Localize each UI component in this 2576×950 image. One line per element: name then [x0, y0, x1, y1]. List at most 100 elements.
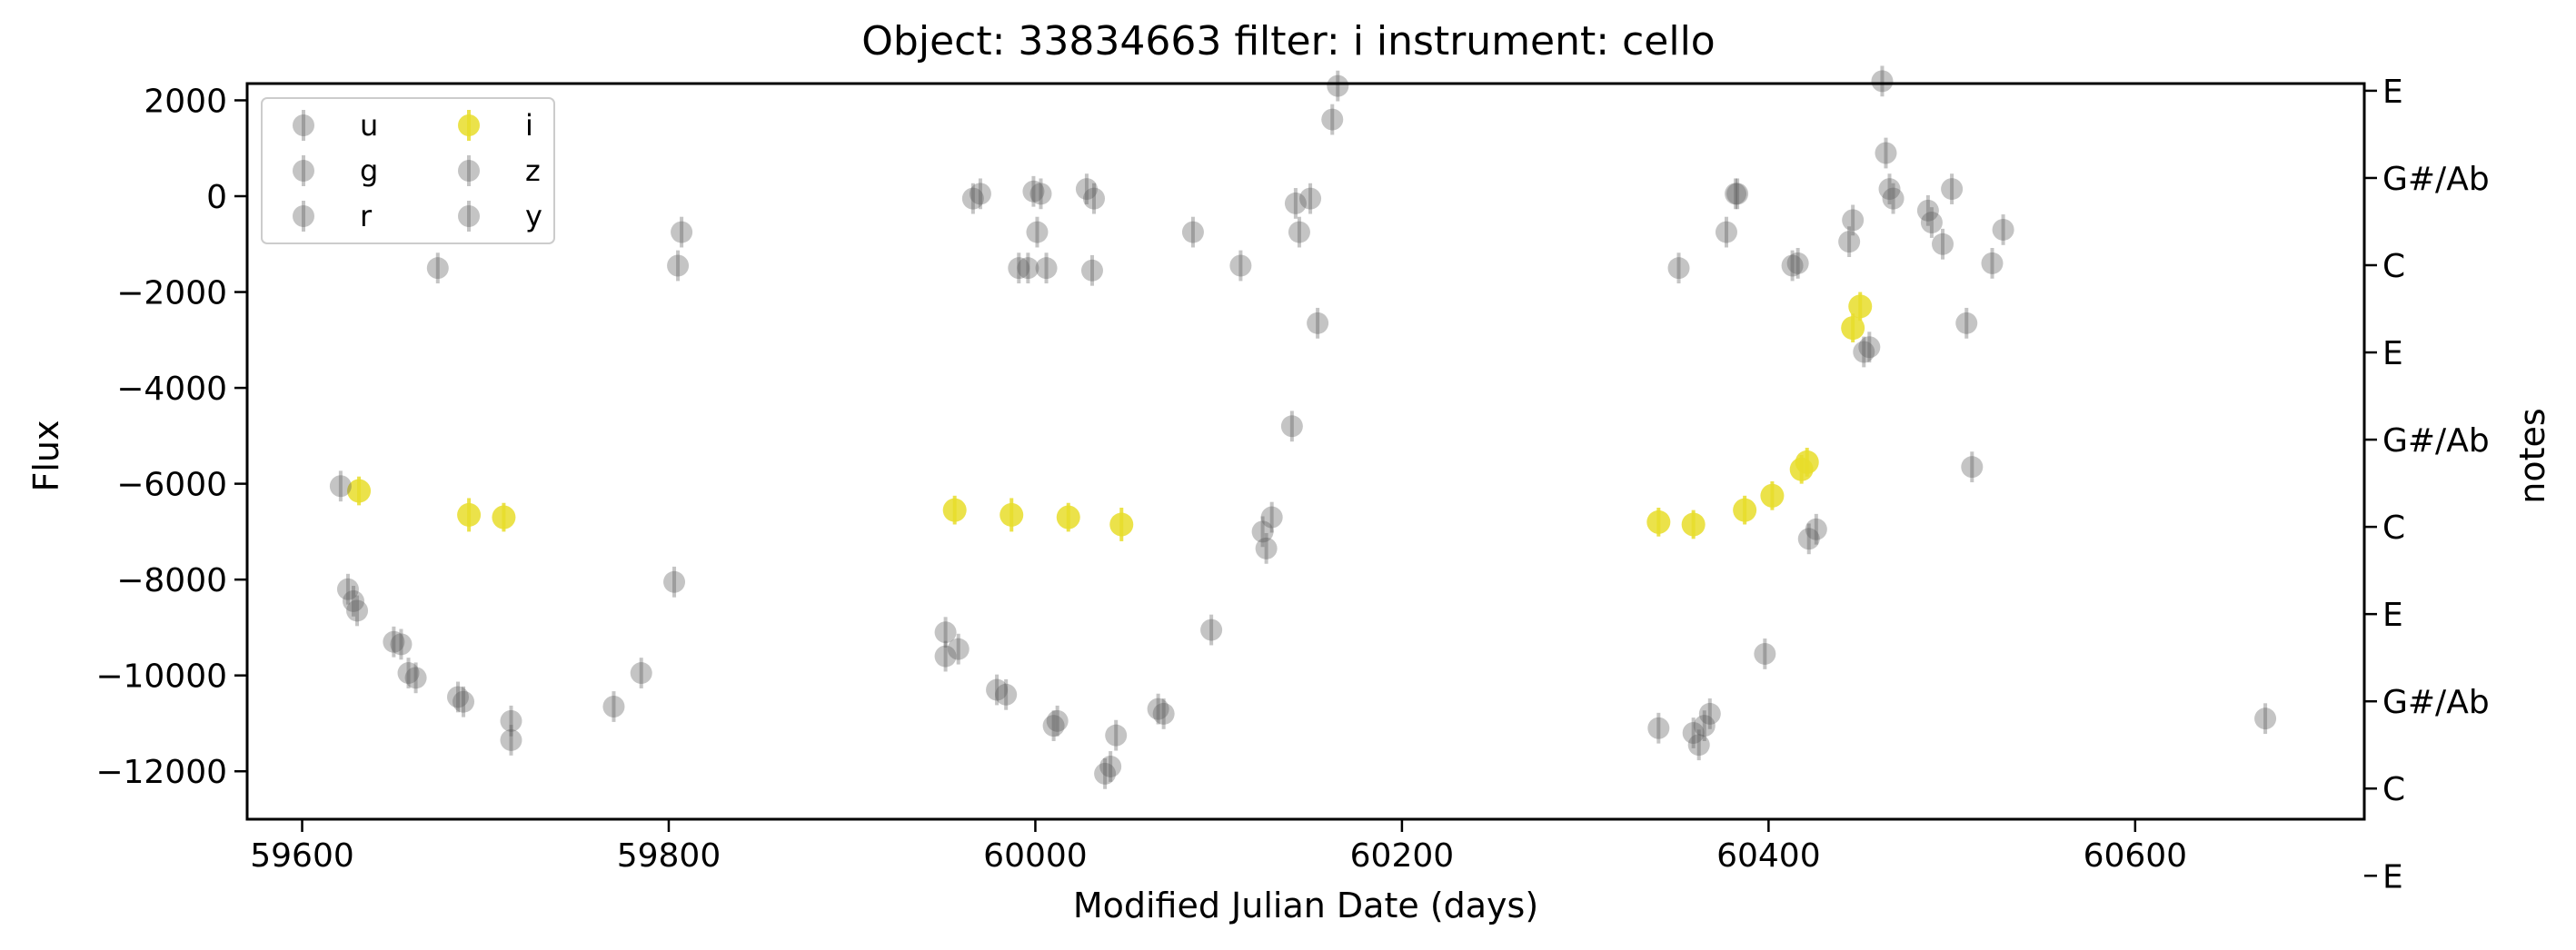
- point-marker: [1715, 221, 1737, 243]
- point-marker: [1725, 183, 1747, 205]
- y2-tick-label: C: [2382, 248, 2405, 285]
- y2-tick-label: E: [2382, 597, 2403, 634]
- point-marker: [1786, 252, 1809, 274]
- y-tick-label: 2000: [144, 83, 227, 120]
- point-y: [1797, 523, 1820, 555]
- point-y: [500, 705, 522, 737]
- point-marker: [671, 221, 693, 243]
- point-y: [1875, 137, 1897, 169]
- point-y: [500, 725, 522, 756]
- point-i: [1841, 313, 1865, 342]
- point-y: [671, 216, 693, 248]
- legend-entry-r: r: [293, 199, 373, 233]
- point-marker: [1797, 528, 1820, 550]
- point-marker: [1255, 537, 1278, 559]
- point-marker: [500, 728, 522, 751]
- point-marker: [1075, 178, 1098, 201]
- point-marker: [343, 589, 365, 612]
- point-y: [663, 566, 686, 598]
- point-i: [1109, 508, 1134, 541]
- point-i: [1760, 480, 1785, 510]
- point-marker: [1035, 257, 1058, 280]
- point-y: [1853, 336, 1875, 368]
- x-tick-label: 60400: [1716, 837, 1821, 875]
- point-y: [1992, 214, 2014, 245]
- point-y: [667, 250, 690, 282]
- point-marker: [630, 662, 652, 685]
- point-marker: [1878, 178, 1901, 201]
- point-marker: [453, 690, 475, 713]
- point-y: [1255, 532, 1278, 564]
- x-tick-label: 59600: [250, 837, 354, 875]
- point-marker: [1152, 702, 1175, 725]
- point-marker: [1875, 142, 1897, 164]
- point-marker: [1042, 715, 1065, 737]
- point-marker: [1682, 722, 1705, 745]
- point-y: [1181, 216, 1204, 248]
- y-axis-ticks: 2000 0 −2000 −4000 −6000 −8000 −10000 −12000: [95, 83, 247, 791]
- point-i: [457, 498, 482, 532]
- x-tick-label: 60000: [983, 837, 1088, 875]
- point-y: [1083, 183, 1105, 214]
- x-tick-label: 60600: [2084, 837, 2188, 875]
- point-marker: [1871, 70, 1894, 93]
- point-y: [1878, 173, 1901, 204]
- data-points: [329, 65, 2277, 789]
- x-axis-ticks: 59600 59800 60000 60200 60400 60600: [250, 819, 2187, 875]
- point-y: [1280, 411, 1303, 442]
- point-marker: [1099, 755, 1122, 777]
- point-marker: [1056, 505, 1080, 529]
- point-y: [934, 640, 957, 672]
- point-y: [1029, 178, 1052, 210]
- point-marker: [934, 621, 957, 644]
- point-y: [1075, 173, 1098, 204]
- point-y: [1260, 501, 1283, 533]
- point-marker: [383, 630, 405, 653]
- legend-marker: [293, 160, 314, 182]
- legend-label: z: [525, 153, 541, 188]
- point-marker: [1882, 187, 1905, 210]
- point-marker: [1280, 415, 1303, 438]
- point-y: [1251, 516, 1274, 548]
- point-marker: [397, 662, 420, 685]
- point-y: [1838, 226, 1861, 258]
- point-y: [947, 633, 970, 665]
- point-marker: [1805, 518, 1827, 540]
- point-y: [1046, 705, 1069, 737]
- point-marker: [1147, 698, 1169, 720]
- point-marker: [346, 599, 369, 622]
- point-y: [329, 470, 352, 502]
- point-marker: [1916, 199, 1939, 222]
- point-marker: [336, 578, 359, 600]
- y-tick-label: −6000: [116, 467, 227, 504]
- point-y: [404, 662, 427, 694]
- point-y: [602, 691, 625, 722]
- point-y: [1327, 70, 1349, 102]
- point-y: [1932, 228, 1954, 260]
- point-marker: [1853, 341, 1875, 363]
- y2-tick-label: G#/Ab: [2382, 684, 2490, 721]
- point-y: [1781, 250, 1804, 282]
- point-i: [1056, 502, 1080, 532]
- chart-title: Object: 33834663 filter: i instrument: c…: [861, 18, 1715, 64]
- point-marker: [1941, 178, 1964, 201]
- legend-frame: [261, 97, 555, 244]
- point-y: [1726, 178, 1749, 210]
- point-marker: [1109, 512, 1134, 537]
- point-y: [1961, 451, 1984, 483]
- legend-label: u: [360, 108, 378, 143]
- legend-label: y: [525, 199, 542, 233]
- point-marker: [1105, 724, 1128, 747]
- point-y: [1858, 332, 1881, 363]
- y2-tick-label: C: [2382, 510, 2405, 547]
- point-y: [343, 586, 365, 617]
- point-y: [2254, 703, 2277, 735]
- point-marker: [1321, 108, 1344, 131]
- point-marker: [1842, 209, 1865, 232]
- point-y: [1321, 104, 1344, 135]
- point-marker: [1229, 254, 1252, 277]
- point-y: [1725, 178, 1747, 210]
- y2-tick-label: E: [2382, 335, 2403, 372]
- y2-axis-label: notes: [2512, 408, 2552, 503]
- point-i: [1000, 498, 1024, 532]
